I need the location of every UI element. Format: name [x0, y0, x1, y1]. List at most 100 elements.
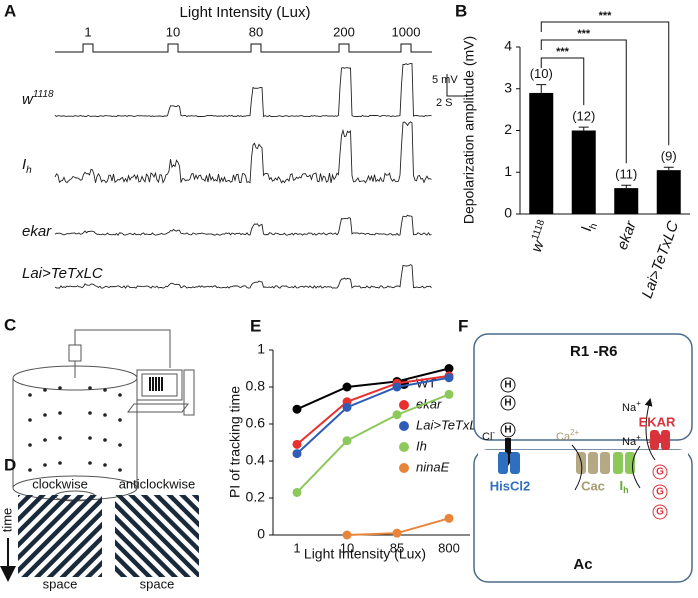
panel-label: B — [455, 1, 467, 20]
bracket — [540, 39, 627, 164]
point — [444, 513, 454, 523]
bar — [529, 92, 554, 214]
bar — [656, 170, 681, 214]
significance: *** — [599, 10, 613, 22]
ligand: G — [656, 467, 664, 478]
error-bar — [536, 84, 547, 93]
ion: Cl- — [482, 428, 495, 443]
y-tick-label: 0.8 — [246, 378, 266, 394]
ion: Ca2+ — [556, 428, 580, 443]
series-line — [296, 374, 450, 446]
line-chart: 00.20.40.60.811 10 85 800WTekarLai>TeTxLCIh… — [246, 341, 487, 556]
point — [342, 382, 352, 392]
category: I — [578, 224, 595, 234]
point — [342, 436, 352, 446]
n-label: (12) — [572, 109, 595, 124]
point — [444, 364, 454, 373]
significance: *** — [556, 46, 570, 58]
panel-label: E — [250, 316, 261, 335]
scale-bar — [446, 74, 468, 97]
n-label: (10) — [530, 66, 553, 81]
n-label: (9) — [661, 149, 677, 164]
y-label: PI of tracking time — [227, 386, 243, 498]
point — [444, 373, 454, 383]
trace — [54, 121, 432, 184]
traces: 1 10 80 200 1000 — [54, 24, 432, 289]
trace-label: w1118 — [22, 89, 54, 108]
bracket — [540, 21, 670, 146]
point — [342, 402, 352, 412]
ion: Na+ — [622, 433, 641, 448]
f-label: Ac — [573, 556, 592, 573]
x-tick-label: Lai>TeTxLC — [639, 219, 683, 301]
error-bar — [578, 126, 589, 131]
x-tick-label: 10 — [340, 540, 354, 555]
ligand: G — [656, 507, 664, 518]
panel-label: C — [4, 315, 16, 334]
d-label: space — [43, 576, 78, 591]
a-title: Light Intensity (Lux) — [180, 4, 311, 21]
n-label: (11) — [615, 167, 637, 182]
legend-marker — [399, 400, 409, 410]
x-tick-label: ekar — [614, 218, 640, 252]
legend-marker — [399, 442, 409, 452]
ligand: G — [656, 487, 664, 498]
legend-label: ninaE — [416, 459, 450, 474]
ion: Na+ — [622, 399, 641, 414]
bar — [614, 188, 639, 214]
x-tick-label: 1 — [293, 540, 300, 555]
f-label: EKAR — [639, 414, 676, 429]
f-label: R1 -R6 — [570, 343, 618, 360]
error-bar — [663, 166, 674, 171]
y-tick-label: 4 — [504, 38, 512, 54]
category: ekar — [614, 218, 640, 252]
point — [342, 530, 352, 540]
arena-dots — [28, 386, 122, 472]
y-tick-label: 0 — [257, 526, 265, 542]
y-tick-label: 0.4 — [246, 452, 266, 468]
f-label: Cac — [581, 478, 605, 493]
x-tick-label: Ih — [578, 219, 600, 235]
step-label: 80 — [249, 24, 263, 39]
category-sub: h — [588, 222, 600, 231]
f-label: Ih — [619, 478, 628, 495]
trace-label: Lai>TeTxLC — [22, 265, 103, 282]
step-label: 1 — [84, 24, 91, 39]
trace — [54, 63, 432, 118]
legend-marker — [399, 463, 409, 473]
d-label: space — [140, 576, 175, 591]
step-label: 200 — [333, 24, 355, 39]
x-tick-label: 85 — [390, 540, 404, 555]
error-bar — [621, 184, 632, 189]
trace-label: ekar — [22, 223, 52, 240]
y-tick-label: 0 — [504, 205, 512, 221]
point — [392, 410, 402, 420]
trace — [54, 214, 432, 236]
grating — [18, 495, 102, 577]
x-tick-label: w1118 — [526, 218, 555, 255]
trace-label: Ih — [22, 156, 32, 176]
x-label: Light Intensity (Lux) — [304, 546, 426, 562]
d-time: time — [0, 508, 14, 533]
series-line — [296, 376, 450, 455]
series-line — [296, 393, 450, 494]
arena-illustration — [12, 329, 195, 502]
y-label: Depolarization amplitude (mV) — [461, 36, 477, 224]
bar-chart: 0 1 2 3 4 (10) w1118 (12) Ih (11) ekar (9) Lai>TeTxL… — [504, 10, 690, 301]
histamine: H — [504, 380, 511, 391]
bracket — [540, 57, 585, 106]
scale-mv: 5 mV — [432, 74, 458, 86]
significance: *** — [577, 28, 591, 40]
point — [292, 449, 302, 459]
point — [444, 389, 454, 399]
x-tick-label: 800 — [438, 540, 460, 555]
panel-label: F — [458, 316, 468, 335]
y-tick-label: 1 — [257, 341, 265, 357]
step-label: 10 — [166, 24, 180, 39]
grating — [115, 495, 199, 577]
trace — [54, 264, 432, 289]
legend-label: Ih — [416, 438, 427, 453]
histamine: H — [504, 425, 511, 436]
panel-label: D — [4, 455, 16, 474]
